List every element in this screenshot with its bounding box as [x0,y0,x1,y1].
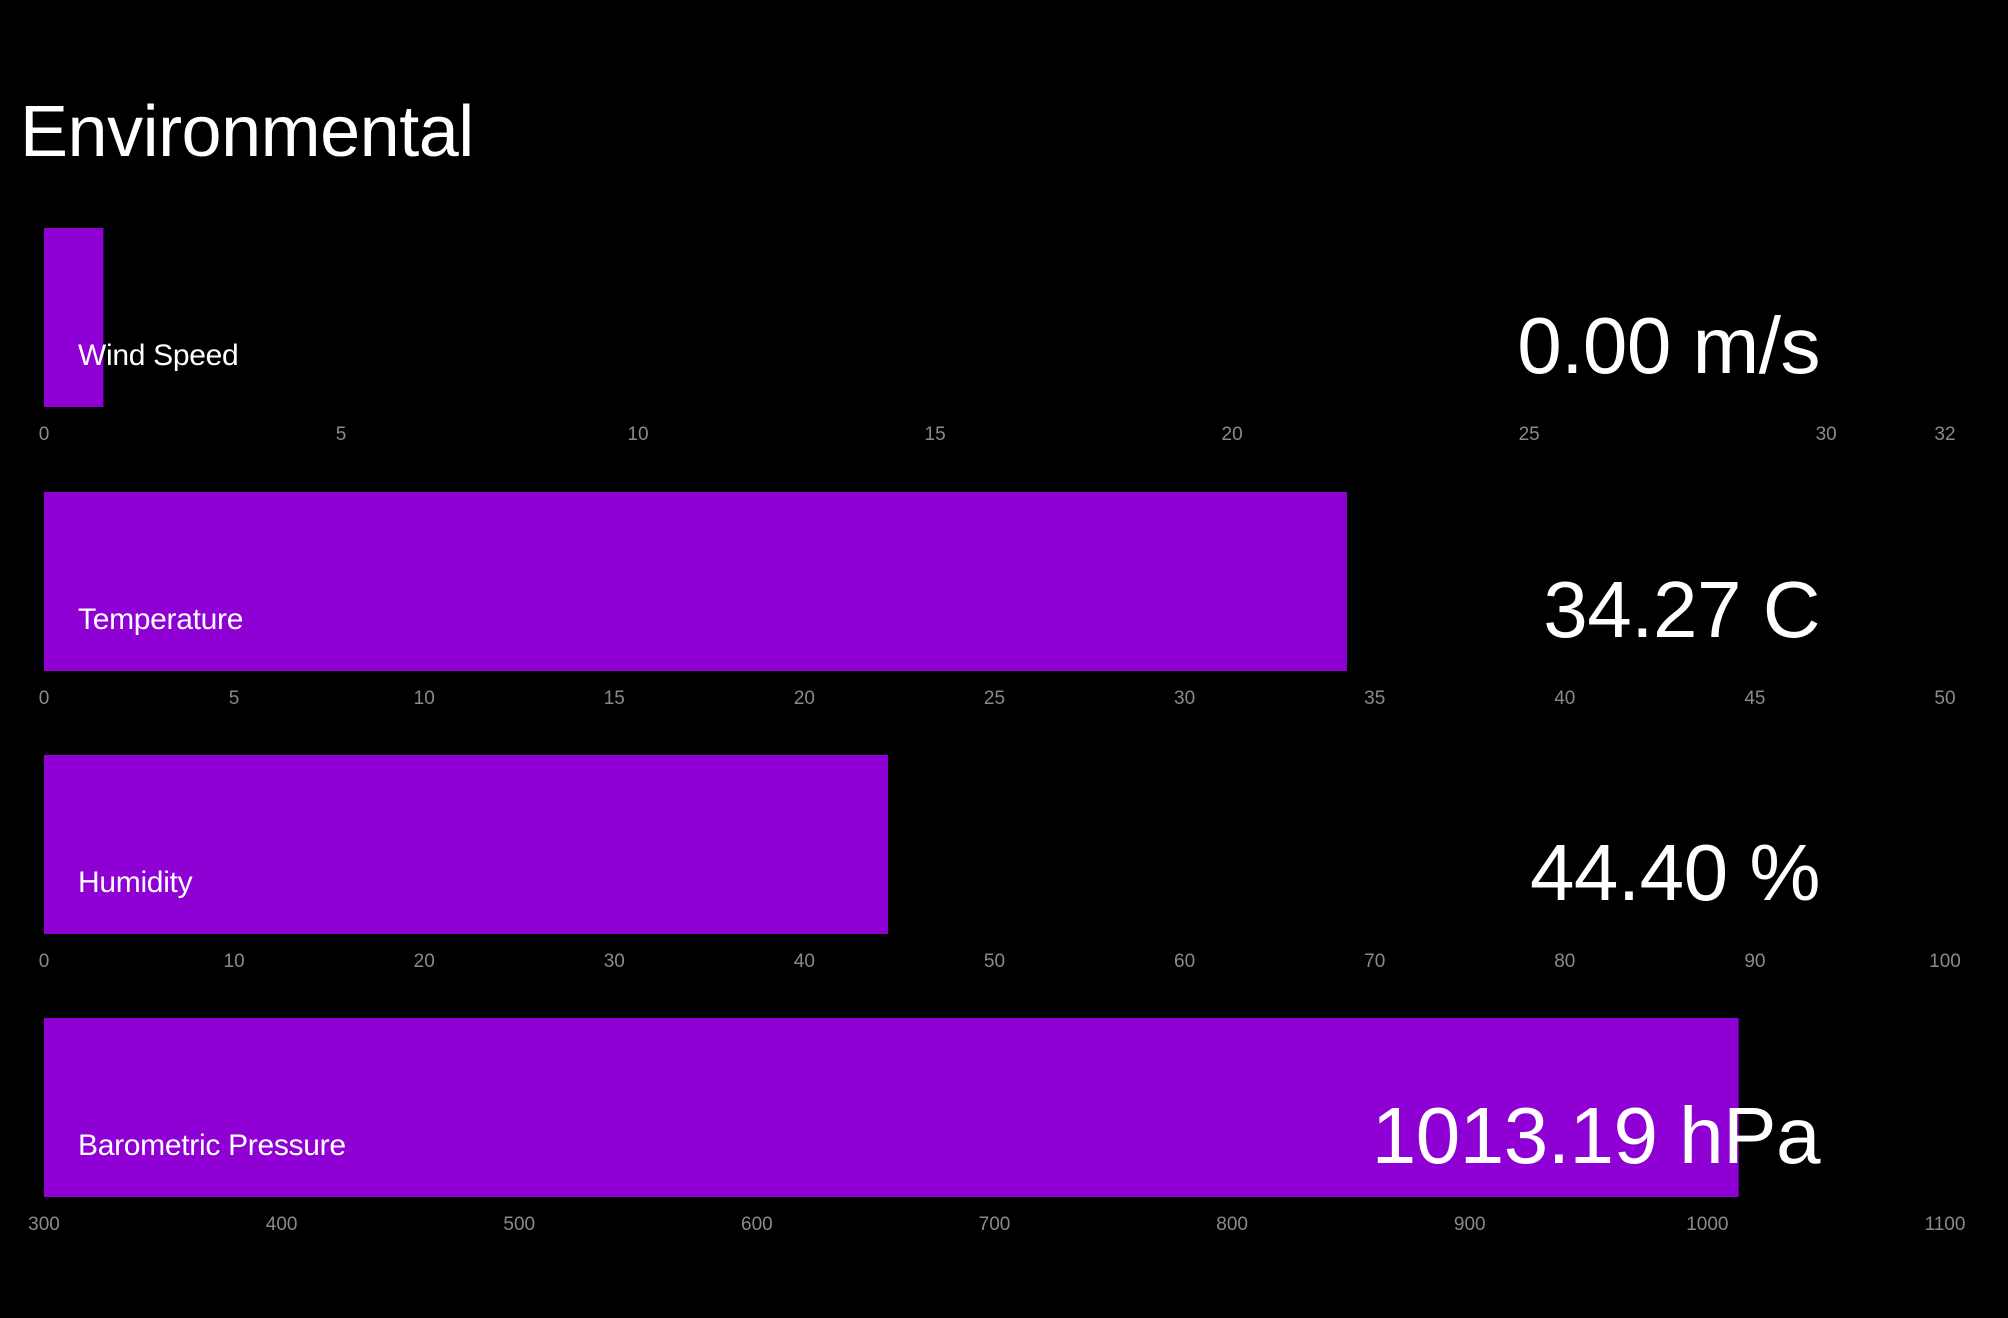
gauge-value-readout: 0.00 m/s [1517,301,1820,390]
gauge-humidity: 0 10 20 30 40 50 60 70 80 90 100 Humidity 44.40 % [0,727,2008,972]
axis-tick-label: 90 [1744,951,1765,972]
axis-tick-label: 1000 [1686,1214,1728,1235]
axis-tick-label: 700 [979,1214,1011,1235]
gauge-bar-chart: 0 5 10 15 20 25 30 32 [39,228,1956,445]
gauge-value-readout: 1013.19 hPa [1371,1091,1821,1180]
axis-tick-label: 50 [984,951,1005,972]
gauge-value-readout: 44.40 % [1529,828,1821,917]
axis-tick-label: 25 [1519,424,1540,445]
axis-tick-label: 20 [414,951,435,972]
axis-tick-label: 25 [984,688,1005,709]
page-title: Environmental [20,92,474,172]
axis-tick-label: 15 [604,688,625,709]
axis-tick-label: 0 [39,424,50,445]
axis-tick-label: 1100 [1925,1214,1966,1235]
axis-tick-label: 70 [1364,951,1385,972]
axis-tick-label: 400 [266,1214,298,1235]
gauge-bar [44,755,889,934]
axis-tick-label: 35 [1364,688,1385,709]
axis-tick-label: 600 [741,1214,773,1235]
axis-tick-label: 5 [229,688,240,709]
axis-tick-label: 60 [1174,951,1195,972]
gauge-wind-speed: 0 5 10 15 20 25 30 32 Wind Speed 0.00 m/s [0,200,2008,445]
axis-tick-label: 900 [1454,1214,1486,1235]
axis-tick-label: 500 [503,1214,535,1235]
axis-tick-label: 15 [925,424,946,445]
axis-tick-label: 10 [224,951,245,972]
gauge-bar [44,228,104,407]
axis-tick-label: 800 [1216,1214,1248,1235]
gauge-bar [44,1018,1739,1197]
axis-tick-label: 10 [627,424,648,445]
axis-tick-label: 50 [1934,688,1955,709]
axis-tick-label: 100 [1929,951,1961,972]
gauge-label: Temperature [78,603,244,636]
gauge-label: Humidity [78,866,193,899]
axis-tick-label: 30 [1816,424,1837,445]
axis-tick-label: 20 [794,688,815,709]
gauge-label: Barometric Pressure [78,1129,346,1162]
axis-tick-label: 45 [1744,688,1765,709]
gauge-bar [44,492,1347,671]
axis-tick-label: 30 [1174,688,1195,709]
gauge-bar-chart: 300 400 500 600 700 800 900 1000 1100 [28,1018,1965,1235]
axis-tick-label: 40 [1554,688,1575,709]
gauge-label: Wind Speed [78,339,239,372]
gauge-value-readout: 34.27 C [1543,565,1820,654]
axis-tick-label: 0 [39,688,50,709]
axis-tick-label: 300 [28,1214,60,1235]
gauge-barometric-pressure: 300 400 500 600 700 800 900 1000 1100 Barometric… [0,990,2008,1235]
axis-tick-label: 32 [1934,424,1955,445]
gauge-bar-chart: 0 5 10 15 20 25 30 35 40 45 50 [39,492,1956,709]
axis-tick-label: 20 [1222,424,1243,445]
axis-tick-label: 10 [414,688,435,709]
axis-tick-label: 80 [1554,951,1575,972]
axis-tick-label: 40 [794,951,815,972]
axis-tick-label: 5 [336,424,347,445]
axis-tick-label: 0 [39,951,50,972]
axis-tick-label: 30 [604,951,625,972]
gauge-bar-chart: 0 10 20 30 40 50 60 70 80 90 100 [39,755,1961,972]
gauge-temperature: 0 5 10 15 20 25 30 35 40 45 50 Temperature 34.27 C [0,464,2008,709]
